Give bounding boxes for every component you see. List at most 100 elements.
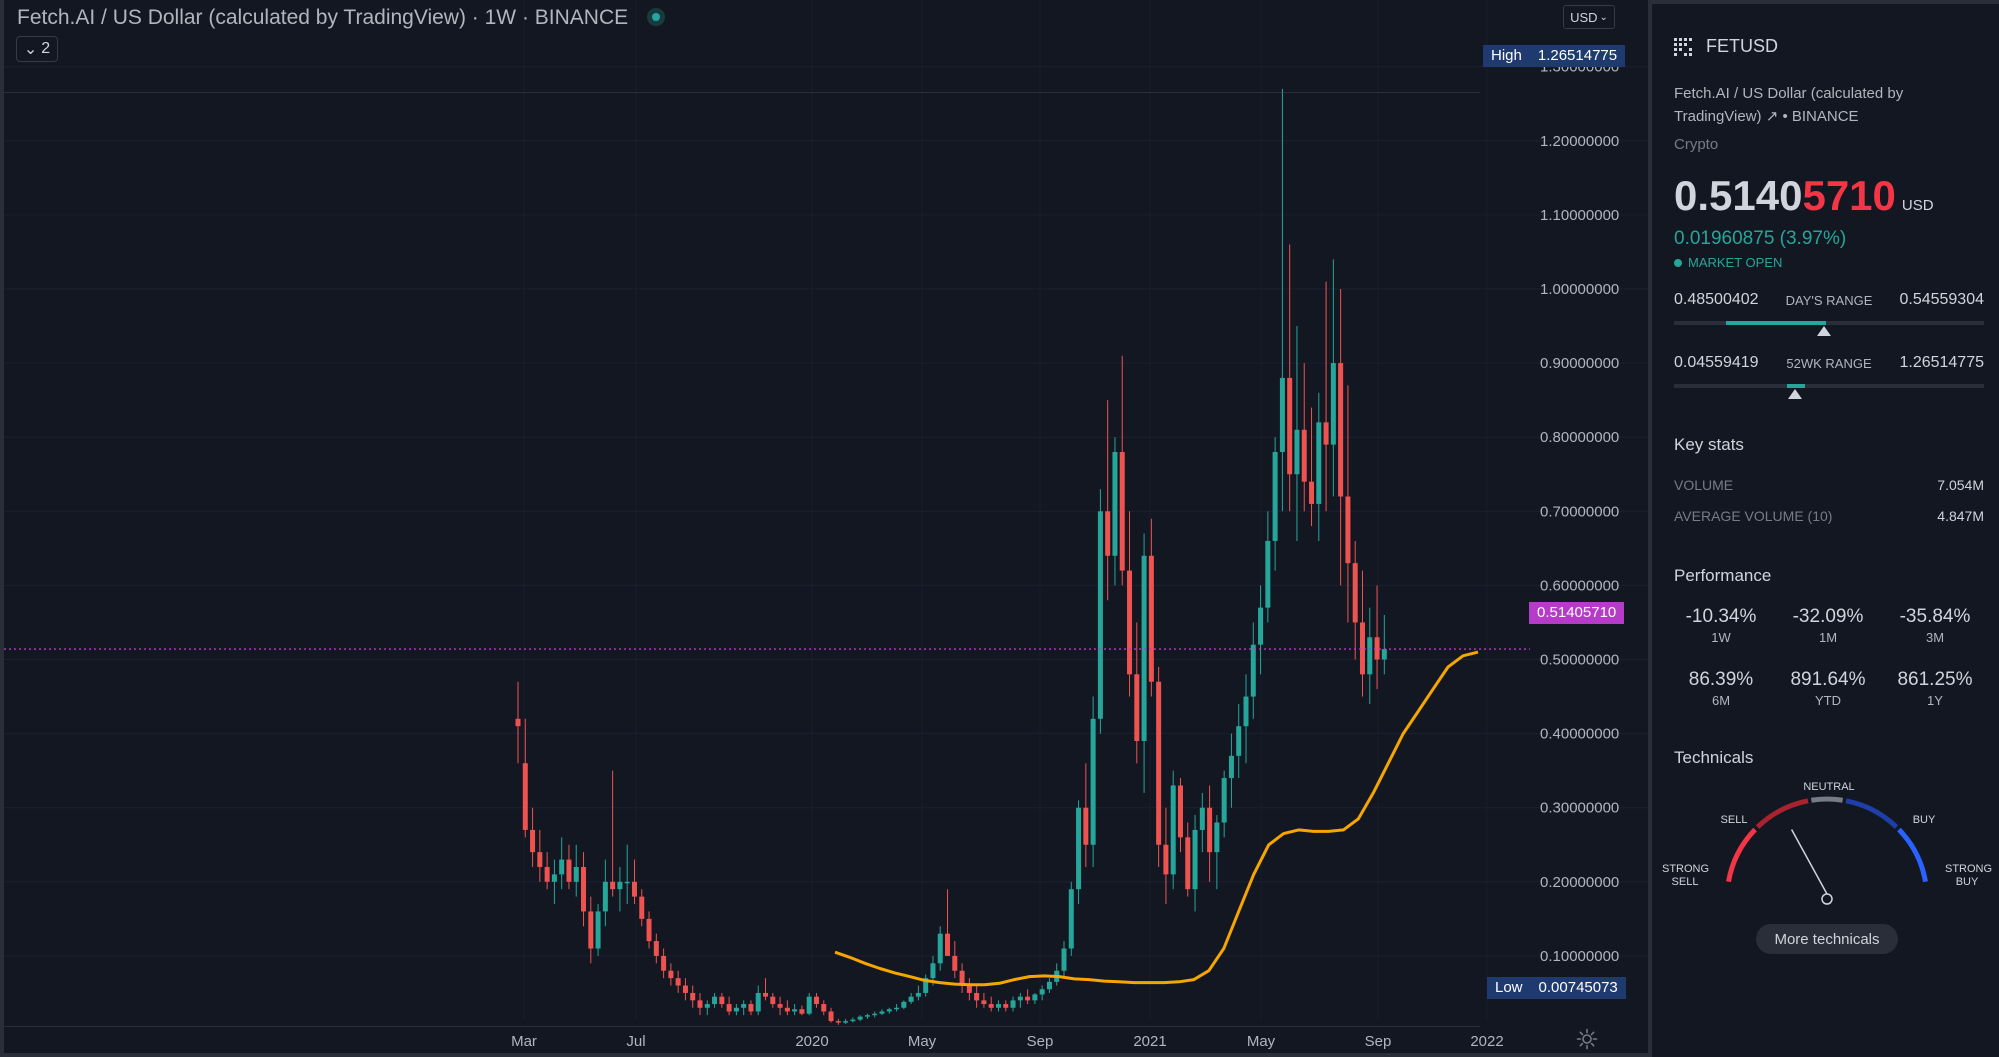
- candle-body: [1236, 726, 1242, 756]
- market-status: MARKET OPEN: [1674, 255, 1782, 270]
- gauge-buy-label: BUY: [1912, 814, 1936, 826]
- y-axis-tick-label: 0.90000000: [1540, 355, 1619, 372]
- pane-divider[interactable]: [1648, 0, 1652, 1057]
- candle-body: [777, 1004, 783, 1008]
- symbol-description[interactable]: Fetch.AI / US Dollar (calculated by Trad…: [1674, 85, 1904, 125]
- market-open-dot: [1674, 258, 1682, 267]
- days-range-label: DAY'S RANGE: [1785, 293, 1873, 308]
- candle-body: [530, 829, 536, 853]
- candle-body: [857, 1016, 863, 1020]
- x-axis-tick-label: May: [1247, 1033, 1276, 1050]
- collapse-indicators-button[interactable]: ⌄ 2: [16, 36, 58, 62]
- x-axis-tick-label: Jul: [626, 1033, 645, 1050]
- candle-body: [1301, 429, 1307, 482]
- grid-logo-icon: [1674, 37, 1692, 56]
- performance-title: Performance: [1674, 566, 1772, 585]
- y-axis-tick-label: 0.40000000: [1540, 726, 1619, 743]
- gauge-strong-buy-arc: [1897, 827, 1928, 883]
- candle-body: [923, 978, 929, 993]
- days-range-marker: [1817, 326, 1831, 336]
- chart-pane[interactable]: 1.30000000 1.20000000 1.10000000 1.00000000…: [0, 0, 1648, 1057]
- candle-body: [1374, 637, 1380, 660]
- candle-body: [733, 1007, 739, 1012]
- candle-body: [908, 996, 914, 1002]
- candle-body: [566, 859, 572, 882]
- perf-cell-3m[interactable]: -35.84% 3M: [1888, 598, 1982, 652]
- last-price-value: 0.51405710: [1537, 604, 1617, 621]
- perf-cell-ytd[interactable]: 891.64% YTD: [1781, 661, 1875, 715]
- settings-gear-icon[interactable]: [1576, 1028, 1598, 1050]
- candle-body: [1046, 981, 1052, 990]
- x-axis-tick-label: 2020: [795, 1033, 828, 1050]
- candle-body: [952, 955, 958, 971]
- avg-volume-label: AVERAGE VOLUME (10): [1674, 508, 1833, 524]
- perf-cell-1w[interactable]: -10.34% 1W: [1674, 598, 1768, 652]
- candle-body: [551, 874, 557, 882]
- chart-left-border: [0, 0, 4, 1057]
- candle-body: [610, 881, 616, 890]
- candle-body: [915, 992, 921, 997]
- moving-average-line: [834, 650, 1479, 987]
- candle-body: [1185, 837, 1191, 890]
- candle-body: [1323, 422, 1329, 445]
- y-axis-tick-label: 0.50000000: [1540, 652, 1619, 669]
- candle-body: [741, 1004, 747, 1008]
- candle-body: [959, 970, 965, 986]
- candle-body: [828, 1011, 834, 1022]
- currency-label: USD: [1570, 9, 1598, 25]
- candle-body: [704, 1004, 710, 1008]
- candle-body: [879, 1011, 885, 1014]
- candle-body: [1272, 452, 1278, 541]
- gauge-neutral-label: NEUTRAL: [1803, 781, 1855, 793]
- candle-body: [821, 1004, 827, 1012]
- chart-symbol-title[interactable]: Fetch.AI / US Dollar (calculated by Trad…: [17, 6, 629, 29]
- candle-body: [974, 992, 980, 1001]
- candle-body: [1352, 563, 1358, 623]
- candle-body: [770, 996, 776, 1005]
- candle-body: [559, 859, 565, 875]
- candle-body: [755, 992, 761, 1012]
- currency-select[interactable]: USD ⌄: [1563, 5, 1615, 29]
- price-main: 0.5140: [1674, 172, 1803, 219]
- more-technicals-button[interactable]: More technicals: [1756, 924, 1898, 954]
- price-chart[interactable]: 1.300000001.200000001.100000001.00000000…: [0, 0, 1648, 1057]
- perf-cell-1m[interactable]: -32.09% 1M: [1781, 598, 1875, 652]
- 52wk-range-low: 0.04559419: [1674, 354, 1759, 371]
- candle-body: [1097, 511, 1103, 719]
- candle-body: [661, 955, 667, 971]
- candle-body: [763, 992, 769, 997]
- performance-grid: -10.34% 1W -32.09% 1M -35.84% 3M 86.39% 6M 8…: [1674, 598, 1986, 715]
- candle-body: [675, 978, 681, 986]
- candle-body: [1258, 607, 1264, 645]
- candle-body: [1003, 1004, 1009, 1008]
- candle-body: [602, 881, 608, 912]
- high-price-tag: High 1.26514775: [1483, 45, 1626, 67]
- candle-body: [1359, 622, 1365, 675]
- symbol-header[interactable]: FETUSD: [1674, 36, 1778, 57]
- candle-body: [1381, 649, 1387, 660]
- candle-body: [784, 1007, 790, 1012]
- perf-label: 6M: [1711, 692, 1731, 708]
- y-axis-tick-label: 1.00000000: [1540, 281, 1619, 298]
- candle-body: [1279, 377, 1285, 453]
- candle-body: [719, 996, 725, 1005]
- gauge-neutral-arc: [1810, 796, 1844, 803]
- candle-body: [1068, 889, 1074, 949]
- high-label: High: [1491, 47, 1522, 64]
- candle-body: [1010, 1000, 1016, 1008]
- perf-cell-1y[interactable]: 861.25% 1Y: [1888, 661, 1982, 715]
- last-price-tag: 0.51405710: [1529, 602, 1625, 624]
- low-price-tag: Low 0.00745073: [1487, 977, 1626, 999]
- candle-body: [595, 911, 601, 949]
- candle-body: [1105, 511, 1111, 556]
- candle-body: [1367, 637, 1373, 675]
- gauge-needle: [1790, 829, 1828, 895]
- gauge-strong-sell-arc: [1726, 827, 1757, 883]
- days-range-fill: [1726, 321, 1826, 325]
- perf-cell-6m[interactable]: 86.39% 6M: [1674, 661, 1768, 715]
- candle-body: [981, 1000, 987, 1005]
- candle-body: [1207, 807, 1213, 853]
- candle-body: [799, 1009, 805, 1014]
- candle-body: [748, 1004, 754, 1012]
- candle-body: [1250, 644, 1256, 697]
